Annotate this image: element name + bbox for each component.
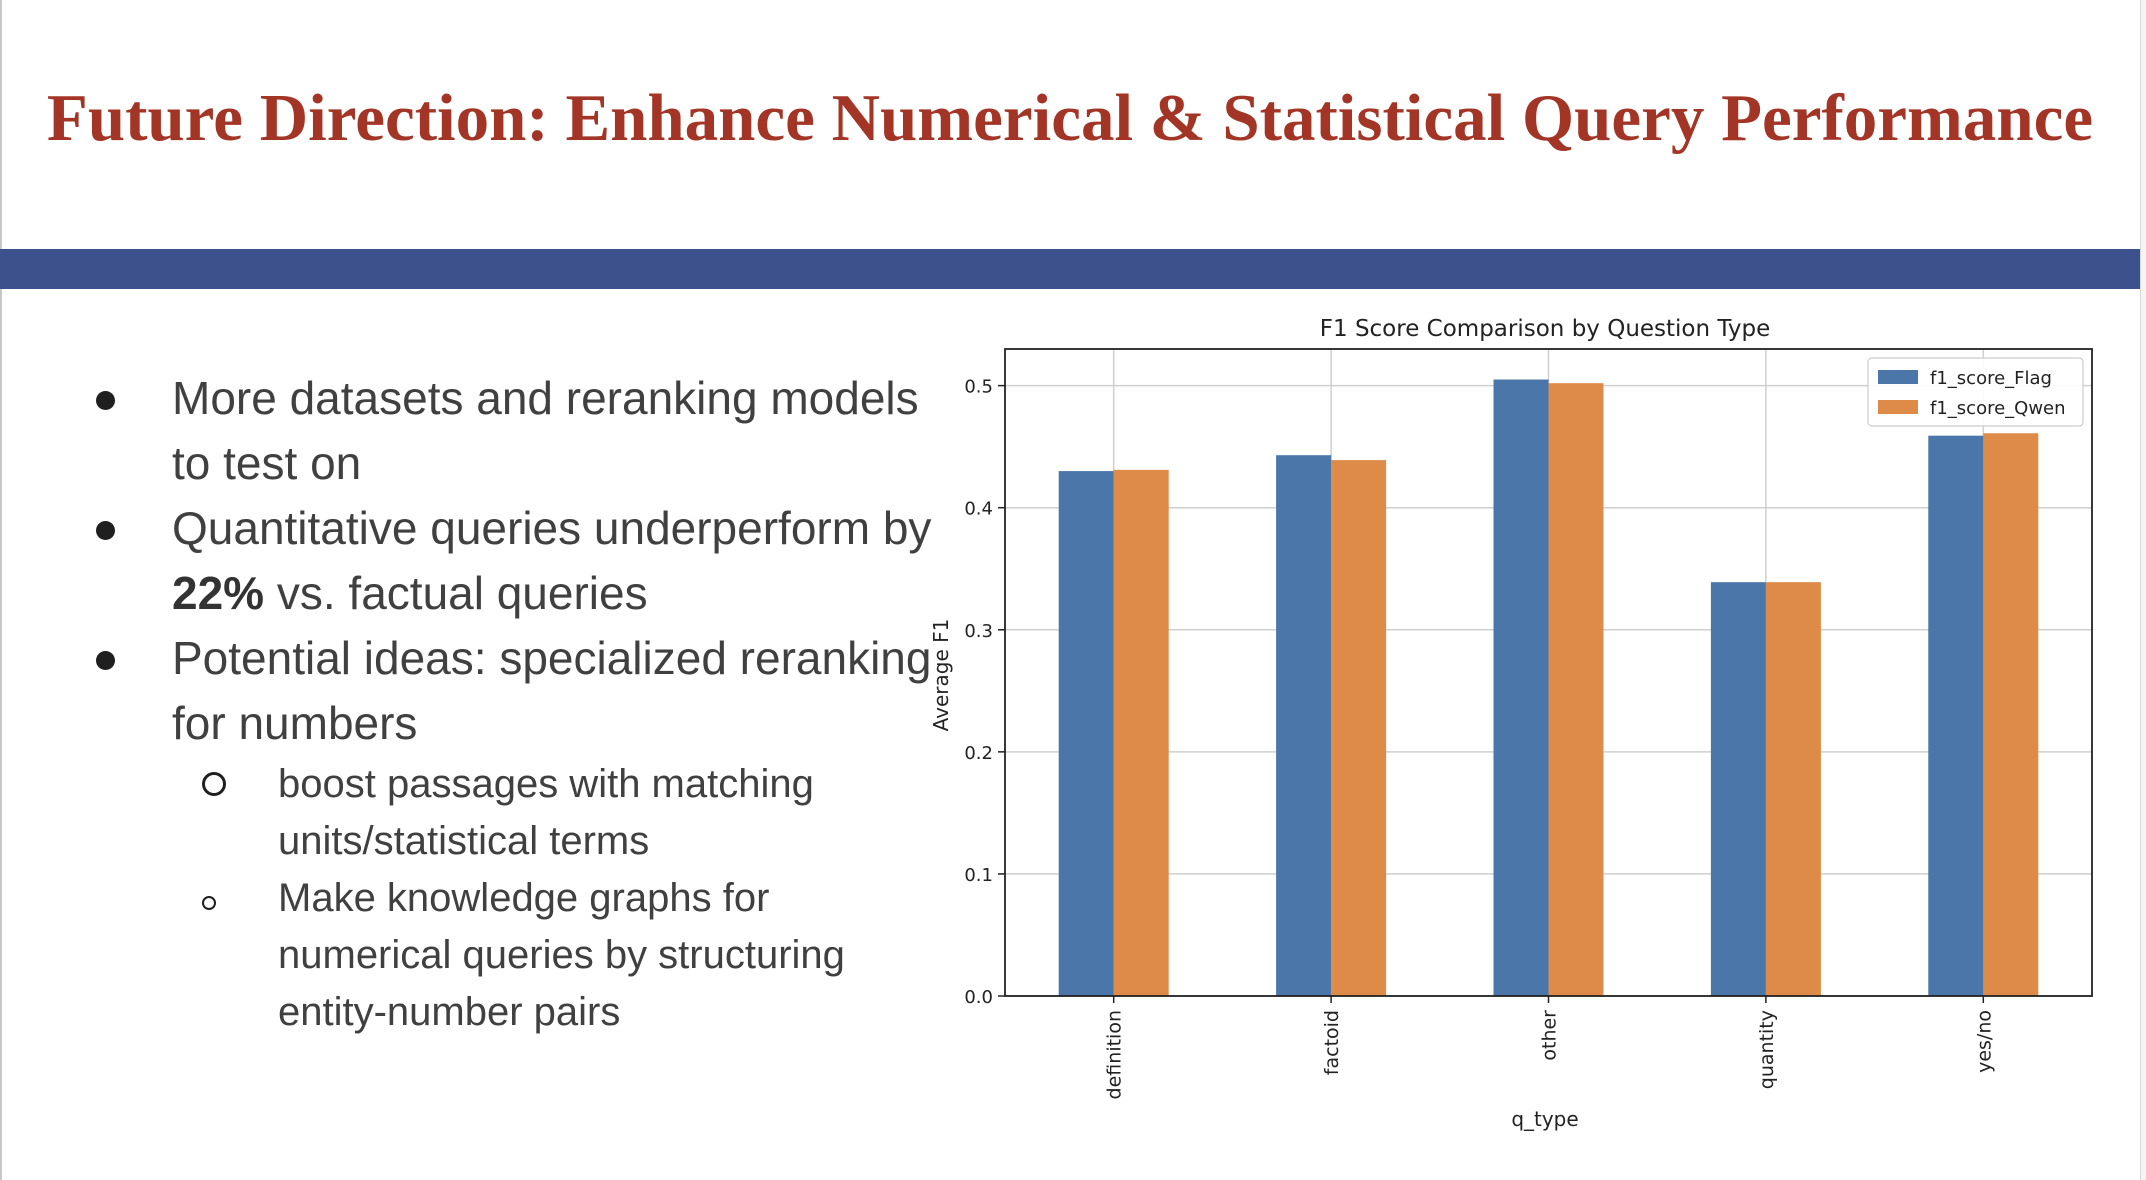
bullet-text-2-bold: 22% bbox=[172, 567, 265, 619]
bullet-list: More datasets and reranking models to te… bbox=[80, 366, 940, 1041]
bar-f1_score_Flag bbox=[1710, 582, 1766, 996]
bars bbox=[1058, 379, 2039, 997]
plot-frame bbox=[1004, 348, 2093, 997]
x-tick-label: other bbox=[1539, 1010, 1561, 1061]
y-tick-label: 0.5 bbox=[964, 377, 993, 398]
bar-chart: 0.0 0.1 0.2 0.3 0.4 0.5 definition factoid other… bbox=[929, 316, 2093, 1131]
bullet-dot-icon bbox=[96, 391, 115, 410]
x-tick-label: yes/no bbox=[1973, 1010, 1995, 1073]
y-tick-label: 0.2 bbox=[964, 743, 993, 764]
bullet-item-1: More datasets and reranking models to te… bbox=[80, 366, 940, 496]
bar-f1_score_Qwen bbox=[1765, 582, 1821, 996]
bar-f1_score_Flag bbox=[1493, 379, 1549, 996]
x-tick-label: definition bbox=[1104, 1010, 1126, 1099]
bar-f1_score_Flag bbox=[1058, 471, 1114, 997]
bar-f1_score_Qwen bbox=[1331, 460, 1387, 996]
bullet-dot-icon bbox=[96, 651, 115, 670]
bullet-text-3: Potential ideas: specialized reranking f… bbox=[172, 632, 932, 749]
legend-label: f1_score_Flag bbox=[1930, 368, 2052, 389]
bullet-item-2: Quantitative queries underperform by 22%… bbox=[80, 496, 940, 626]
sub-bullet-item-1: boost passages with matching units/stati… bbox=[80, 756, 940, 870]
bullet-item-3: Potential ideas: specialized reranking f… bbox=[80, 626, 940, 756]
sub-bullet-text-1: boost passages with matching units/stati… bbox=[278, 762, 814, 863]
legend-label: f1_score_Qwen bbox=[1930, 398, 2066, 419]
bullet-text-2-post: vs. factual queries bbox=[264, 567, 648, 619]
bar-f1_score_Flag bbox=[1928, 435, 1984, 996]
x-tick-label: factoid bbox=[1321, 1010, 1343, 1075]
title-divider-band bbox=[0, 249, 2140, 289]
slide-right-edge bbox=[2140, 0, 2146, 1180]
bar-f1_score_Qwen bbox=[1983, 433, 2039, 996]
axes: 0.0 0.1 0.2 0.3 0.4 0.5 definition factoid other… bbox=[964, 348, 2093, 1099]
slide-title: Future Direction: Enhance Numerical & St… bbox=[46, 81, 2094, 155]
bar-f1_score_Flag bbox=[1276, 455, 1332, 996]
legend-swatch bbox=[1878, 400, 1918, 414]
chart-legend: f1_score_Flag f1_score_Qwen bbox=[1867, 357, 2084, 427]
y-tick-label: 0.3 bbox=[964, 621, 993, 642]
slide-left-edge bbox=[0, 0, 2, 1180]
bar-f1_score_Qwen bbox=[1113, 469, 1169, 996]
bar-f1_score_Qwen bbox=[1548, 383, 1604, 996]
x-axis-label: q_type bbox=[1511, 1107, 1578, 1131]
hollow-circle-bullet-icon bbox=[202, 896, 216, 910]
y-tick-label: 0.4 bbox=[964, 499, 993, 520]
x-tick-label: quantity bbox=[1756, 1010, 1778, 1089]
hollow-circle-bullet-icon bbox=[202, 772, 226, 796]
y-tick-label: 0.0 bbox=[964, 987, 993, 1008]
y-axis-label: Average F1 bbox=[929, 619, 953, 732]
bullet-text-2-pre: Quantitative queries underperform by bbox=[172, 502, 932, 554]
sub-bullet-text-2: Make knowledge graphs for numerical quer… bbox=[278, 876, 845, 1034]
legend-box bbox=[1867, 357, 2084, 427]
bullet-dot-icon bbox=[96, 521, 115, 540]
sub-bullet-item-2: Make knowledge graphs for numerical quer… bbox=[80, 870, 940, 1041]
legend-swatch bbox=[1878, 370, 1918, 384]
chart-title: F1 Score Comparison by Question Type bbox=[1320, 316, 1770, 342]
y-tick-label: 0.1 bbox=[964, 865, 993, 886]
bullet-text-1: More datasets and reranking models to te… bbox=[172, 372, 919, 489]
